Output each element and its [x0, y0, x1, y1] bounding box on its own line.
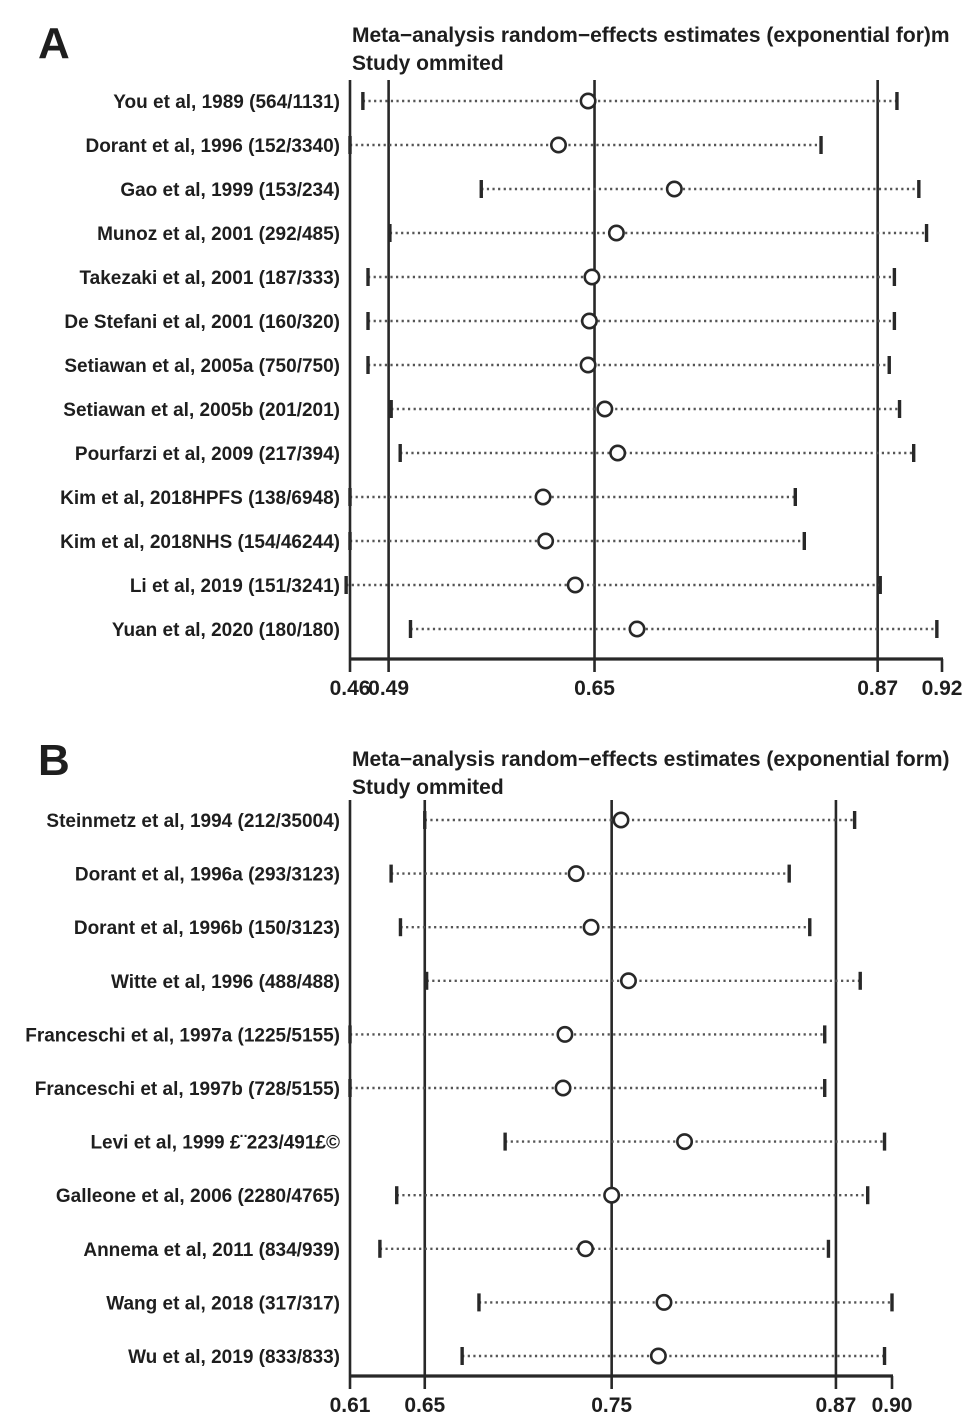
panel-a-letter: A [38, 19, 70, 68]
study-label: Steinmetz et al, 1994 (212/35004) [46, 811, 340, 832]
estimate-marker [579, 356, 597, 374]
study-label: Setiawan et al, 2005a (750/750) [64, 356, 340, 377]
estimate-marker [554, 1079, 572, 1097]
study-row: Takezaki et al, 2001 (187/333) [79, 268, 897, 289]
estimate-marker [566, 576, 584, 594]
study-row: Munoz et al, 2001 (292/485) [97, 224, 929, 245]
estimate-marker [596, 400, 614, 418]
panel-a-plot: You et al, 1989 (564/1131) Dorant et al, … [60, 80, 962, 700]
study-label: Setiawan et al, 2005b (201/201) [63, 400, 340, 421]
x-axis-tick-label: 0.87 [815, 1394, 856, 1417]
study-row: Steinmetz et al, 1994 (212/35004) [46, 811, 857, 832]
panel-b-letter: B [38, 736, 70, 785]
study-row: Dorant et al, 1996 (152/3340) [85, 136, 823, 157]
study-label: Munoz et al, 2001 (292/485) [97, 224, 340, 245]
study-row: Franceschi et al, 1997b (728/5155) [35, 1079, 827, 1100]
study-row: Galleone et al, 2006 (2280/4765) [56, 1186, 870, 1207]
panel-b-plot: Steinmetz et al, 1994 (212/35004) Dorant … [25, 800, 912, 1417]
x-axis-tick-label: 0.75 [591, 1394, 632, 1417]
study-label: Kim et al, 2018NHS (154/46244) [60, 532, 340, 553]
study-label: Li et al, 2019 (151/3241) [130, 576, 340, 597]
study-row: Dorant et al, 1996a (293/3123) [75, 864, 791, 886]
estimate-marker [607, 224, 625, 242]
x-axis-tick-label: 0.61 [330, 1394, 371, 1417]
estimate-marker [582, 918, 600, 936]
study-row: Kim et al, 2018HPFS (138/6948) [60, 488, 797, 509]
estimate-marker [676, 1133, 694, 1151]
study-label: Franceschi et al, 1997a (1225/5155) [25, 1025, 340, 1046]
x-axis-tick-label: 0.92 [922, 677, 963, 700]
x-axis-tick-label: 0.90 [872, 1394, 913, 1417]
estimate-marker [556, 1025, 574, 1043]
study-label: Takezaki et al, 2001 (187/333) [79, 268, 340, 289]
study-row: Annema et al, 2011 (834/939) [83, 1239, 831, 1261]
study-row: Setiawan et al, 2005a (750/750) [64, 356, 891, 377]
study-row: Gao et al, 1999 (153/234) [120, 180, 921, 201]
estimate-marker [580, 312, 598, 330]
study-label: Dorant et al, 1996b (150/3123) [74, 918, 340, 939]
estimate-marker [603, 1186, 621, 1204]
x-axis-tick-label: 0.46 [330, 677, 371, 700]
study-label: Kim et al, 2018HPFS (138/6948) [60, 488, 340, 509]
study-row: Levi et al, 1999 £¨223/491£© [90, 1132, 887, 1154]
study-label: Galleone et al, 2006 (2280/4765) [56, 1186, 340, 1207]
study-row: You et al, 1989 (564/1131) [113, 92, 899, 113]
study-row: Wang et al, 2018 (317/317) [106, 1293, 894, 1314]
estimate-marker [567, 865, 585, 883]
x-axis-tick-label: 0.87 [857, 677, 898, 700]
study-row: Kim et al, 2018NHS (154/46244) [60, 532, 806, 553]
x-axis-tick-label: 0.65 [404, 1394, 445, 1417]
estimate-marker [655, 1293, 673, 1311]
study-label: Yuan et al, 2020 (180/180) [112, 620, 340, 641]
estimate-marker [612, 811, 630, 829]
panel-a-subtitle: Study ommited [352, 52, 504, 75]
study-row: Franceschi et al, 1997a (1225/5155) [25, 1025, 827, 1046]
study-row: Li et al, 2019 (151/3241) [130, 576, 882, 597]
study-label: Witte et al, 1996 (488/488) [111, 972, 340, 993]
estimate-marker [534, 488, 552, 506]
panel-a-title: Meta−analysis random−effects estimates (… [352, 24, 950, 47]
x-axis-tick-label: 0.65 [574, 677, 615, 700]
study-row: Pourfarzi et al, 2009 (217/394) [75, 444, 916, 465]
study-label: Gao et al, 1999 (153/234) [120, 180, 340, 201]
study-label: Pourfarzi et al, 2009 (217/394) [75, 444, 340, 465]
study-label: You et al, 1989 (564/1131) [113, 92, 340, 113]
panel-b-subtitle: Study ommited [352, 776, 504, 799]
estimate-marker [609, 444, 627, 462]
study-row: Wu et al, 2019 (833/833) [128, 1347, 887, 1368]
study-row: Setiawan et al, 2005b (201/201) [63, 400, 902, 421]
estimate-marker [619, 972, 637, 990]
study-label: Annema et al, 2011 (834/939) [83, 1240, 340, 1261]
x-axis-tick-label: 0.49 [368, 677, 409, 700]
estimate-marker [628, 620, 646, 638]
panel-b-title: Meta−analysis random−effects estimates (… [352, 748, 950, 771]
study-label: Dorant et al, 1996 (152/3340) [85, 136, 340, 157]
estimate-marker [579, 92, 597, 110]
study-label: Franceschi et al, 1997b (728/5155) [35, 1079, 340, 1100]
study-row: Dorant et al, 1996b (150/3123) [74, 918, 812, 939]
estimate-marker [649, 1347, 667, 1365]
study-label: Wang et al, 2018 (317/317) [106, 1293, 340, 1314]
study-label: Dorant et al, 1996a (293/3123) [75, 865, 340, 886]
estimate-marker [576, 1240, 594, 1258]
study-label: Levi et al, 1999 £¨223/491£© [90, 1133, 340, 1154]
study-row: Witte et al, 1996 (488/488) [111, 971, 862, 993]
study-row: De Stefani et al, 2001 (160/320) [64, 312, 897, 333]
estimate-marker [537, 532, 555, 550]
estimate-marker [549, 136, 567, 154]
estimate-marker [665, 180, 683, 198]
estimate-marker [583, 268, 601, 286]
study-label: De Stefani et al, 2001 (160/320) [64, 312, 340, 333]
study-label: Wu et al, 2019 (833/833) [128, 1347, 340, 1368]
study-row: Yuan et al, 2020 (180/180) [112, 620, 939, 641]
